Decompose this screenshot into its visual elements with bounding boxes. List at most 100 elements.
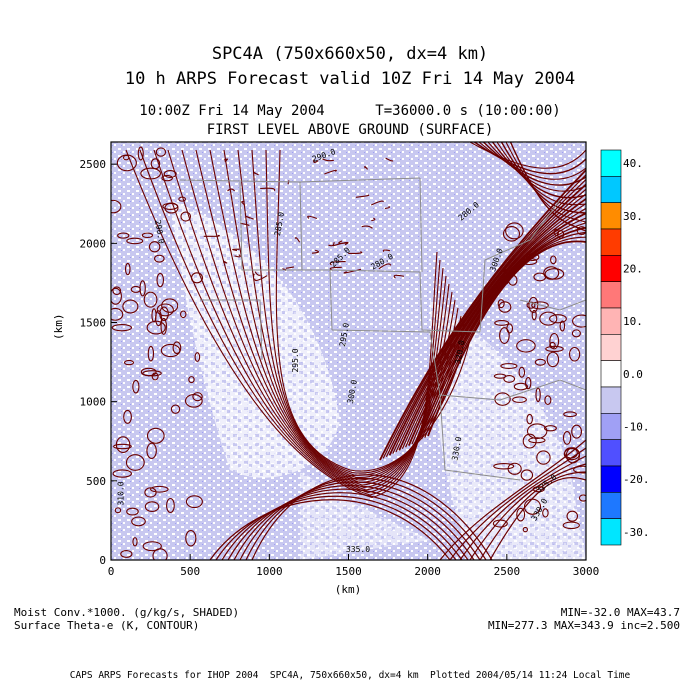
contour-line <box>161 298 179 313</box>
contour-line <box>497 299 505 309</box>
contour-line <box>146 320 166 335</box>
contour-line <box>132 537 138 547</box>
contour-line <box>180 211 192 222</box>
contour-line <box>522 433 537 449</box>
x-tick-label: 1500 <box>335 565 362 578</box>
contour-line <box>550 255 557 265</box>
contour-label: 290.0 <box>153 219 166 244</box>
contour-line <box>506 323 514 334</box>
y-axis-label: (km) <box>52 313 65 341</box>
x-tick-label: 1000 <box>256 565 283 578</box>
contour-line <box>503 375 516 383</box>
contour-line <box>146 442 157 459</box>
contour-line <box>260 187 276 192</box>
contour-line <box>414 222 586 443</box>
colorbar-segment <box>600 202 622 230</box>
contour-line <box>525 376 532 390</box>
contour-line <box>571 329 581 338</box>
contour-line <box>311 249 320 254</box>
contour-line <box>195 149 453 486</box>
y-tick-label: 500 <box>86 475 106 488</box>
contour-line <box>114 507 122 514</box>
contour-line <box>578 494 586 502</box>
contour-line <box>322 158 334 162</box>
contour-line <box>275 149 471 472</box>
contour-line <box>493 462 515 470</box>
colorbar-label: 10. <box>623 315 643 328</box>
contour-line <box>170 404 181 414</box>
contour-line <box>571 424 583 439</box>
contour-line <box>505 222 524 240</box>
contour-line <box>111 307 124 321</box>
contour-line <box>130 285 141 293</box>
x-axis: 0 500 1000 1500 2000 2500 3000 <box>108 554 599 578</box>
contour-line <box>194 352 201 362</box>
contour-line <box>516 339 536 353</box>
contour-line <box>222 260 228 264</box>
contour-label: 330.0 <box>450 436 463 461</box>
contour-line <box>190 272 204 284</box>
contour-line <box>254 275 268 281</box>
footer-left-2: Surface Theta-e (K, CONTOUR) <box>14 619 200 632</box>
contour-line <box>233 485 475 560</box>
contour-line <box>535 387 541 403</box>
contour-line <box>355 194 370 198</box>
colorbar-segment <box>600 439 622 467</box>
contour-line <box>395 193 586 453</box>
contour-line <box>185 530 197 547</box>
footer-left-1: Moist Conv.*1000. (g/kg/s, SHADED) <box>14 606 240 619</box>
contour-line <box>122 154 130 161</box>
contour-label: 285.0 <box>273 211 286 236</box>
colorbar-segment <box>600 492 622 519</box>
contour-line <box>398 198 586 451</box>
colorbar-segment <box>600 228 622 256</box>
contour-line <box>512 396 527 403</box>
contour-line <box>313 159 319 163</box>
contour-line <box>120 550 133 558</box>
contour-line <box>192 392 203 402</box>
contour-line <box>147 345 155 362</box>
contour-line <box>124 262 131 276</box>
colorbar-segment <box>600 386 622 414</box>
contour-line <box>474 142 586 175</box>
contour-line <box>245 215 254 220</box>
contour-line <box>424 236 586 438</box>
colorbar-segment <box>600 360 622 388</box>
contour-line <box>251 474 493 560</box>
colorbar-segment <box>600 149 622 177</box>
contour-line <box>221 492 463 560</box>
contour-line <box>478 142 586 180</box>
contour-line <box>528 437 546 444</box>
contour-line <box>324 169 337 175</box>
contour-line <box>361 225 373 229</box>
contour-line <box>252 273 255 278</box>
contour-line <box>384 205 390 209</box>
contour-line <box>392 188 586 454</box>
contour-line <box>382 249 391 252</box>
x-tick-label: 500 <box>180 565 200 578</box>
contour-line <box>161 174 173 182</box>
contour-line <box>144 501 160 512</box>
contour-line <box>549 332 560 350</box>
contour-line <box>573 465 586 474</box>
contour-line <box>576 226 586 235</box>
colorbar-label: -20. <box>623 473 650 486</box>
contour-line <box>287 179 290 185</box>
contour-line <box>254 271 261 276</box>
x-tick-label: 0 <box>108 565 115 578</box>
contour-label: 310.0 <box>117 481 126 505</box>
contour-line <box>162 202 179 210</box>
title-line-1: SPC4A (750x660x50, dx=4 km) <box>211 44 489 64</box>
contour-line <box>525 253 540 262</box>
contour-line <box>143 291 158 308</box>
contour-line <box>439 439 586 560</box>
footer-right-2: MIN=277.3 MAX=343.9 inc=2.500 <box>487 619 680 632</box>
contour-line <box>122 299 139 314</box>
contour-line <box>388 183 586 456</box>
contour-line <box>156 303 174 317</box>
y-axis: 0 500 1000 1500 2000 2500 <box>80 158 117 567</box>
state-boundaries <box>179 177 586 481</box>
contour-line <box>239 481 481 560</box>
contour-line <box>179 310 187 319</box>
